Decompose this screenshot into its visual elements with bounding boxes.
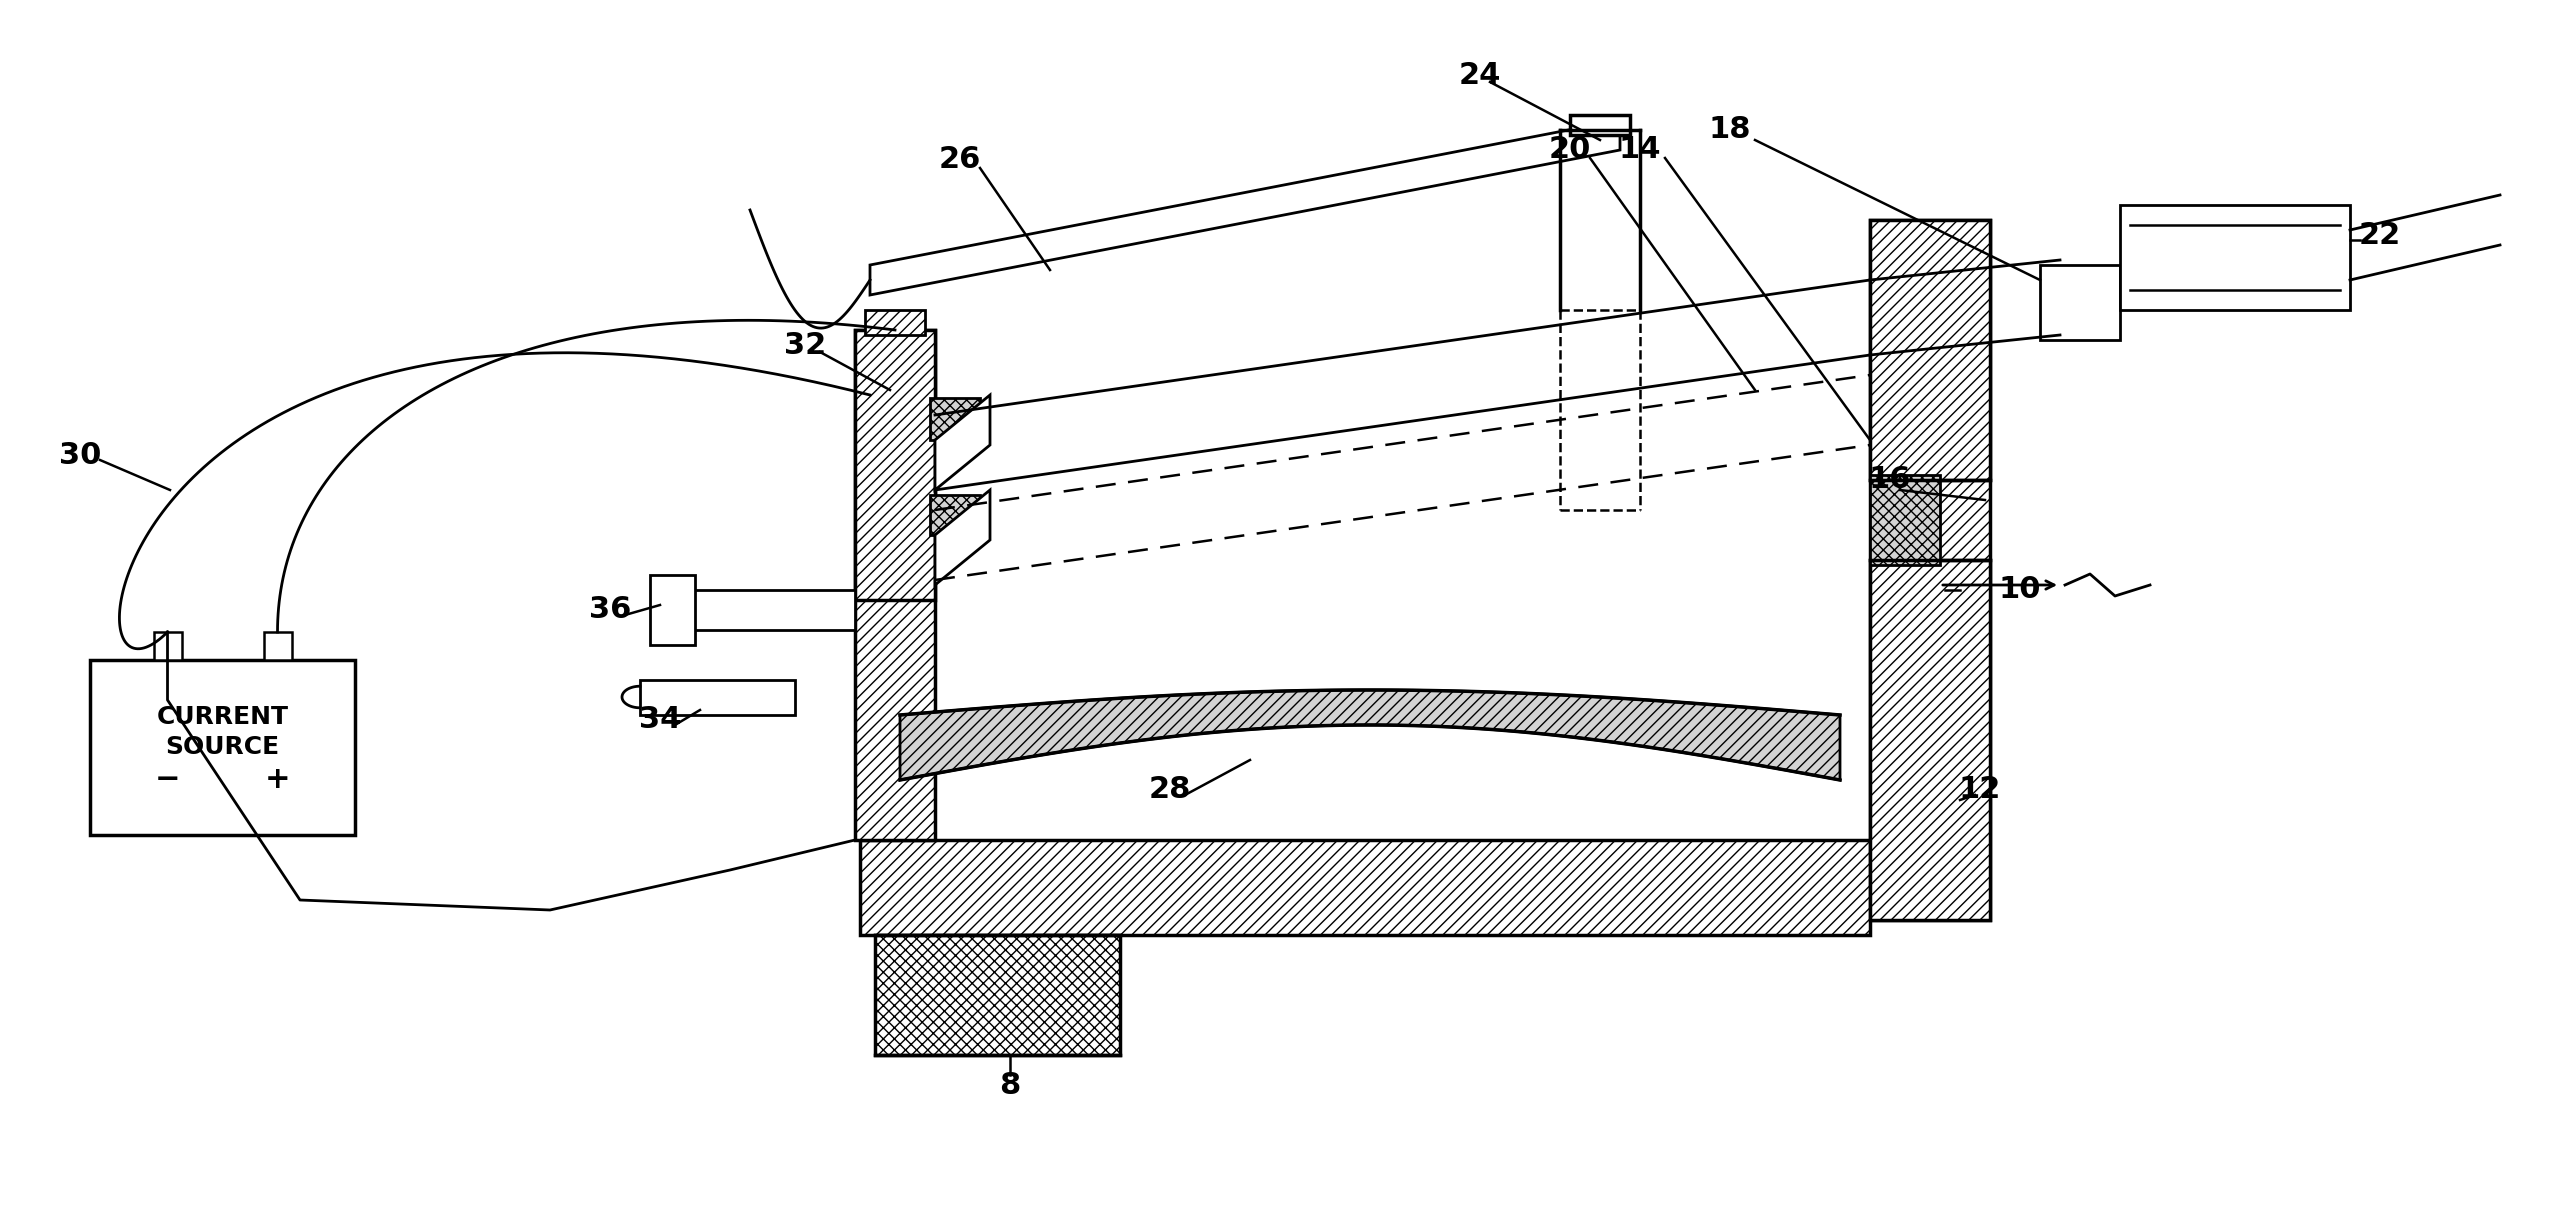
Polygon shape — [639, 680, 796, 715]
Text: 26: 26 — [940, 146, 981, 175]
Bar — [154, 631, 182, 660]
Polygon shape — [855, 330, 935, 840]
Text: SOURCE: SOURCE — [164, 735, 280, 759]
Polygon shape — [935, 490, 991, 584]
Polygon shape — [930, 495, 981, 535]
Text: 32: 32 — [783, 330, 827, 359]
Polygon shape — [2121, 205, 2350, 310]
Polygon shape — [876, 935, 1120, 1056]
Text: 8: 8 — [999, 1070, 1019, 1099]
Polygon shape — [1569, 114, 1631, 135]
Text: 10: 10 — [1998, 576, 2042, 605]
Polygon shape — [1870, 221, 1990, 919]
Polygon shape — [681, 590, 855, 630]
Polygon shape — [1870, 560, 1990, 919]
Polygon shape — [1870, 221, 1990, 480]
Text: 28: 28 — [1148, 776, 1192, 805]
Text: −: − — [154, 765, 180, 794]
Text: +: + — [265, 765, 290, 794]
Bar — [90, 660, 354, 835]
Text: 14: 14 — [1618, 135, 1661, 165]
Polygon shape — [865, 310, 924, 335]
Polygon shape — [899, 690, 1841, 780]
Polygon shape — [871, 120, 1620, 295]
Text: 24: 24 — [1459, 60, 1502, 89]
Text: 34: 34 — [639, 705, 681, 735]
Polygon shape — [860, 840, 1870, 935]
Text: 16: 16 — [1870, 465, 1911, 494]
Text: 36: 36 — [588, 595, 632, 624]
Text: 22: 22 — [2360, 221, 2401, 249]
Polygon shape — [930, 398, 981, 440]
Text: 18: 18 — [1708, 116, 1751, 145]
Text: 20: 20 — [1549, 135, 1592, 165]
Polygon shape — [935, 395, 991, 490]
Polygon shape — [650, 575, 696, 645]
Polygon shape — [855, 330, 935, 600]
Text: CURRENT: CURRENT — [157, 705, 288, 729]
Text: 30: 30 — [59, 441, 100, 470]
Polygon shape — [2039, 265, 2121, 340]
Bar — [265, 631, 293, 660]
Polygon shape — [1870, 475, 1939, 565]
Text: 12: 12 — [1959, 776, 2000, 805]
